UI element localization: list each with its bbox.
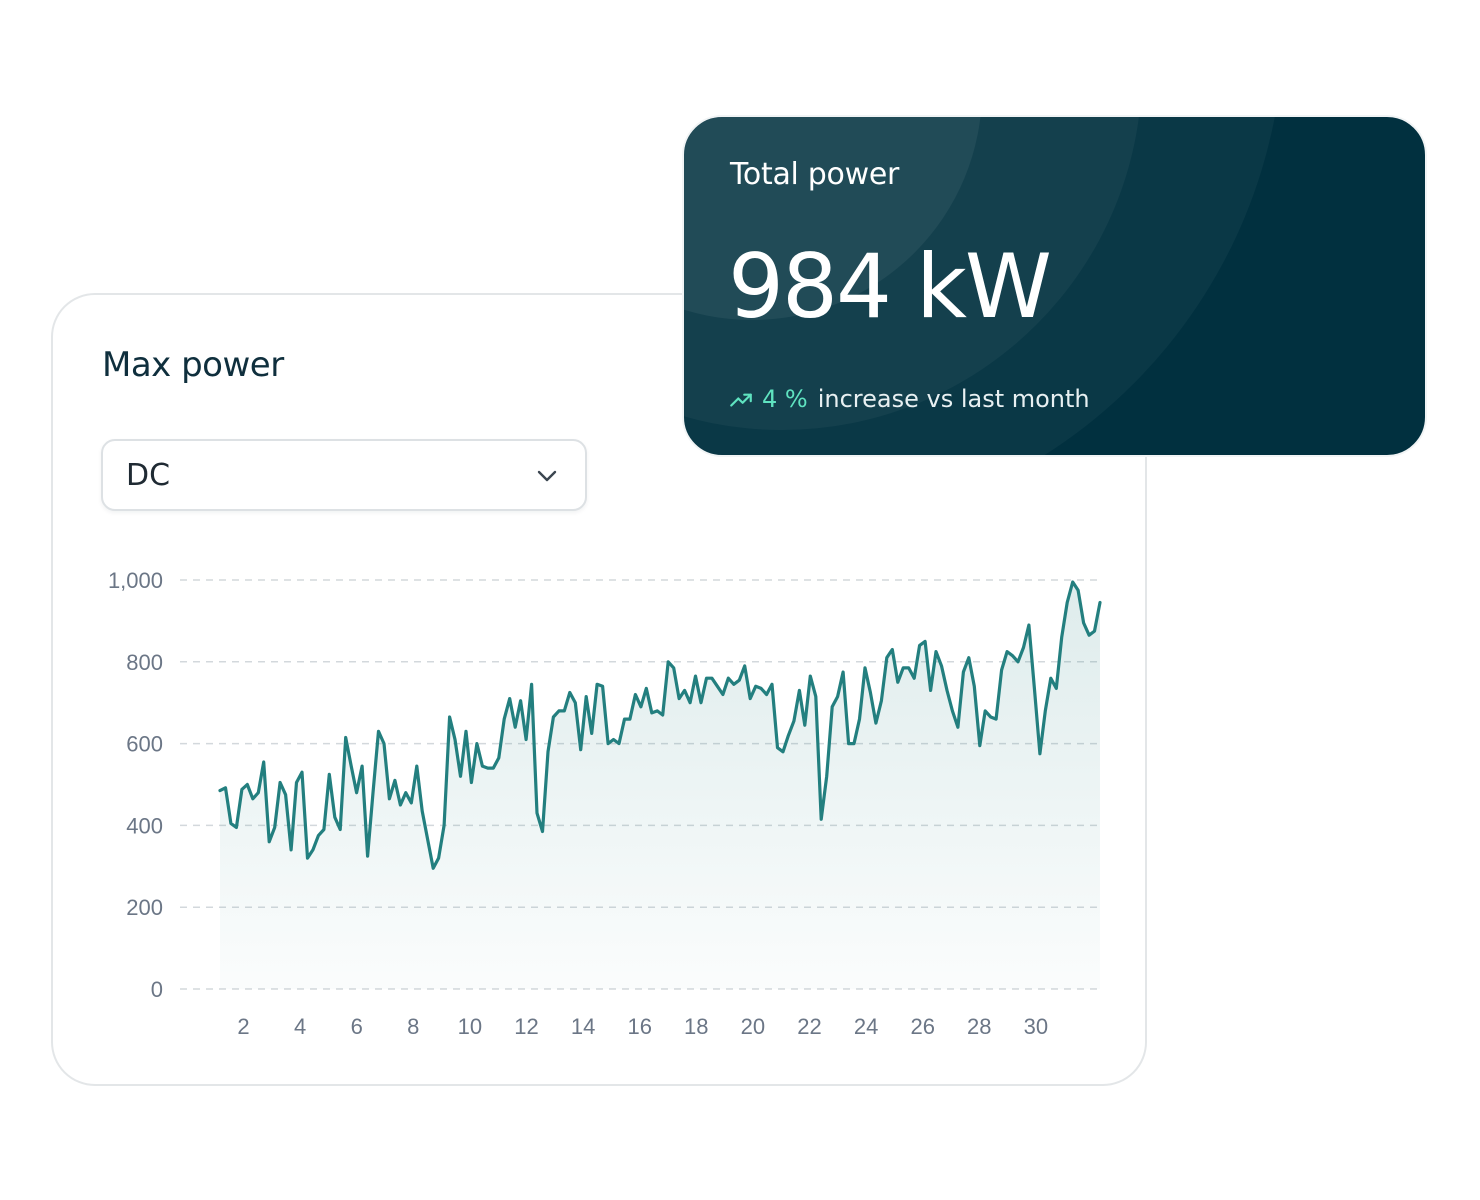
trend-description: increase vs last month bbox=[817, 385, 1090, 413]
x-tick-label: 28 bbox=[967, 1014, 991, 1039]
y-tick-label: 0 bbox=[151, 977, 163, 1002]
trend-percentage: 4 % bbox=[762, 385, 808, 413]
trend-indicator: 4 % increase vs last month bbox=[728, 385, 1090, 413]
y-tick-label: 800 bbox=[126, 650, 163, 675]
x-tick-label: 14 bbox=[571, 1014, 595, 1039]
x-tick-label: 2 bbox=[237, 1014, 249, 1039]
max-power-title: Max power bbox=[102, 345, 284, 385]
x-tick-label: 26 bbox=[910, 1014, 934, 1039]
total-power-value: 984 kW bbox=[728, 235, 1052, 338]
x-tick-label: 10 bbox=[458, 1014, 482, 1039]
power-type-select[interactable]: DC bbox=[101, 439, 587, 511]
x-tick-label: 6 bbox=[351, 1014, 363, 1039]
total-power-card: Total power 984 kW 4 % increase vs last … bbox=[682, 115, 1427, 457]
x-tick-label: 30 bbox=[1024, 1014, 1048, 1039]
total-power-title: Total power bbox=[730, 157, 900, 192]
series-line bbox=[218, 580, 1102, 870]
x-tick-label: 24 bbox=[854, 1014, 878, 1039]
power-type-select-value: DC bbox=[126, 458, 171, 493]
x-tick-label: 22 bbox=[797, 1014, 821, 1039]
x-tick-label: 8 bbox=[407, 1014, 419, 1039]
x-tick-label: 20 bbox=[741, 1014, 765, 1039]
x-tick-label: 12 bbox=[514, 1014, 538, 1039]
y-tick-label: 400 bbox=[126, 813, 163, 838]
y-tick-label: 600 bbox=[126, 732, 163, 757]
y-tick-label: 200 bbox=[126, 895, 163, 920]
y-tick-label: 1,000 bbox=[108, 568, 163, 593]
trending-up-icon bbox=[730, 393, 752, 407]
x-tick-label: 4 bbox=[294, 1014, 306, 1039]
x-tick-label: 18 bbox=[684, 1014, 708, 1039]
x-tick-label: 16 bbox=[627, 1014, 651, 1039]
series-area bbox=[220, 582, 1100, 989]
chevron-down-icon bbox=[537, 470, 557, 482]
